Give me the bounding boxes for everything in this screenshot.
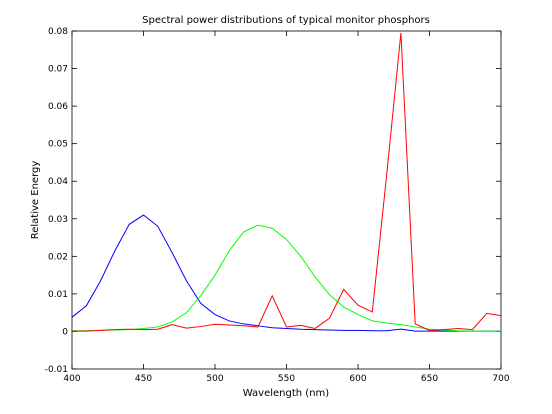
x-axis-label: Wavelength (nm) xyxy=(243,388,329,399)
y-tick-label: 0.03 xyxy=(48,215,68,225)
series-line-3 xyxy=(72,32,502,332)
y-tick-label: 0.02 xyxy=(48,252,68,262)
y-tick-label: 0.05 xyxy=(48,140,68,150)
x-tick-label: 550 xyxy=(278,374,295,384)
x-tick-label: 450 xyxy=(135,374,152,384)
y-tick-label: 0.01 xyxy=(48,290,68,300)
y-tick-label: 0.04 xyxy=(48,177,68,187)
series-layer xyxy=(71,32,502,332)
y-tick-label: 0.08 xyxy=(48,27,68,37)
plot-frame xyxy=(71,30,502,370)
x-tick-label: 500 xyxy=(206,374,223,384)
y-tick-label: 0.07 xyxy=(48,65,68,75)
y-tick-label: 0.06 xyxy=(48,102,68,112)
series-line-2 xyxy=(72,224,501,332)
x-tick-label: 400 xyxy=(63,374,80,384)
chart-title: Spectral power distributions of typical … xyxy=(142,15,430,26)
y-axis-label: Relative Energy xyxy=(30,161,41,240)
y-tick-label: -0.01 xyxy=(45,365,68,375)
x-tick-label: 650 xyxy=(421,374,438,384)
x-tick-label: 600 xyxy=(349,374,366,384)
series-line-1 xyxy=(71,214,501,332)
x-tick-label: 700 xyxy=(492,374,509,384)
axis-ticks: 400 450 500 550 600 650 700 -0.01 0 0.01 0.02 0.03 0… xyxy=(45,27,510,384)
y-tick-label: 0 xyxy=(62,327,68,337)
